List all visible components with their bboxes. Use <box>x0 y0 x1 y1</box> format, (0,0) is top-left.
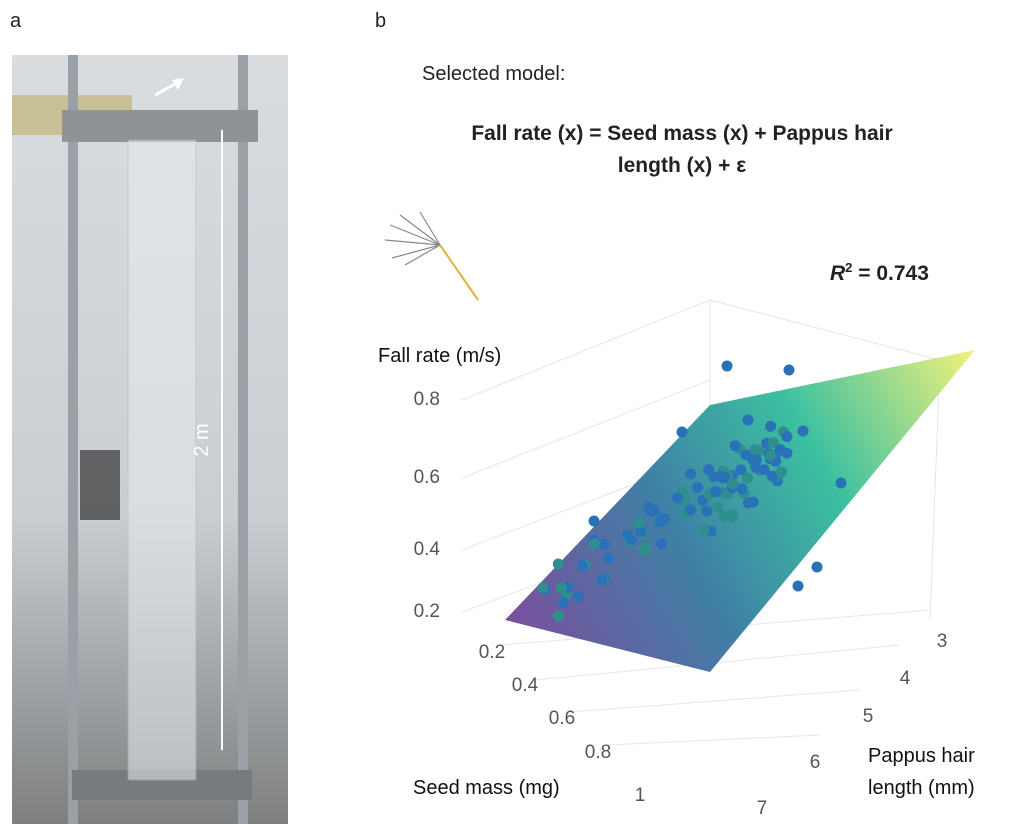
point <box>740 449 752 461</box>
grid-line <box>461 299 711 401</box>
grid-line <box>569 689 861 713</box>
point <box>766 470 778 482</box>
point <box>672 492 683 504</box>
point <box>775 466 787 478</box>
point <box>781 431 793 443</box>
x-tick-label: 0.6 <box>549 708 575 729</box>
point <box>552 558 564 570</box>
z-title: Fall rate (m/s) <box>378 345 501 367</box>
z-tick-label: 0.6 <box>414 467 440 488</box>
point <box>599 538 611 550</box>
point <box>767 437 779 449</box>
r-exponent: 2 <box>845 260 852 275</box>
z-tick-label: 0.8 <box>414 389 440 410</box>
point <box>676 426 688 438</box>
point <box>742 414 754 426</box>
point <box>635 525 647 537</box>
point <box>735 464 747 476</box>
point <box>621 529 633 541</box>
point <box>710 486 722 498</box>
x-tick-label: 0.4 <box>512 675 539 696</box>
point <box>692 481 704 493</box>
y-tick-label: 7 <box>757 798 768 819</box>
y-tick-label: 6 <box>810 752 821 773</box>
point <box>633 517 645 529</box>
point <box>649 505 661 517</box>
panel-label: b <box>375 10 386 32</box>
r-squared: R2 = 0.743 <box>830 260 929 285</box>
point <box>577 560 588 572</box>
y-tick-label: 3 <box>937 631 948 652</box>
point <box>701 505 713 517</box>
point <box>656 538 668 550</box>
point <box>742 472 754 484</box>
point <box>835 477 847 489</box>
z-tick-label: 0.4 <box>414 539 441 560</box>
point <box>783 364 795 376</box>
x-tick-label: 0.8 <box>585 742 611 763</box>
ticks: 0.8 0.6 0.4 0.2 0.2 0.4 0.6 0.8 1 3 4 5 6 7 <box>414 389 948 819</box>
point <box>555 582 567 594</box>
point <box>792 580 804 592</box>
panel-label: a <box>10 10 22 32</box>
point <box>765 420 777 432</box>
x-tick-label: 0.2 <box>479 642 505 663</box>
point <box>736 483 748 495</box>
formula: length (x) + ε <box>618 154 746 177</box>
point <box>596 574 608 586</box>
point <box>557 597 569 609</box>
point <box>685 468 697 480</box>
point <box>572 591 584 603</box>
point <box>729 440 741 452</box>
y-title: Pappus hair <box>868 745 975 767</box>
fitted-plane <box>505 350 975 672</box>
point <box>708 471 720 483</box>
point <box>758 464 770 476</box>
point <box>589 538 600 550</box>
y-tick-label: 5 <box>863 706 874 727</box>
point <box>721 360 733 372</box>
point <box>727 478 739 490</box>
point <box>588 515 600 527</box>
r-value: = 0.743 <box>852 262 928 285</box>
point <box>797 425 809 437</box>
seed-icon <box>384 211 479 301</box>
y-title: length (mm) <box>868 777 975 799</box>
point <box>774 444 786 456</box>
formula: Fall rate (x) = Seed mass (x) + Pappus h… <box>471 122 892 145</box>
point <box>537 582 549 594</box>
point <box>698 524 710 536</box>
y-tick-label: 4 <box>900 668 911 689</box>
point <box>602 552 614 564</box>
point <box>717 472 729 484</box>
point <box>659 513 670 525</box>
point <box>747 496 759 508</box>
x-tick-label: 1 <box>635 785 646 806</box>
model-heading: Selected model: <box>422 63 565 85</box>
points <box>537 360 847 622</box>
photo: 2 m <box>12 55 288 824</box>
grid-line <box>929 359 941 621</box>
point <box>712 502 724 513</box>
grid-line <box>607 734 821 746</box>
z-tick-label: 0.2 <box>414 601 440 622</box>
r-symbol: R <box>830 262 846 285</box>
point <box>640 541 651 553</box>
grid-line <box>461 379 711 479</box>
point <box>718 510 730 522</box>
point <box>552 610 564 622</box>
point <box>749 444 761 456</box>
grid-line <box>709 299 941 361</box>
x-title: Seed mass (mg) <box>413 777 560 799</box>
scale-label: 2 m <box>191 423 213 456</box>
point <box>764 449 776 461</box>
point <box>685 504 697 516</box>
point <box>811 561 823 573</box>
